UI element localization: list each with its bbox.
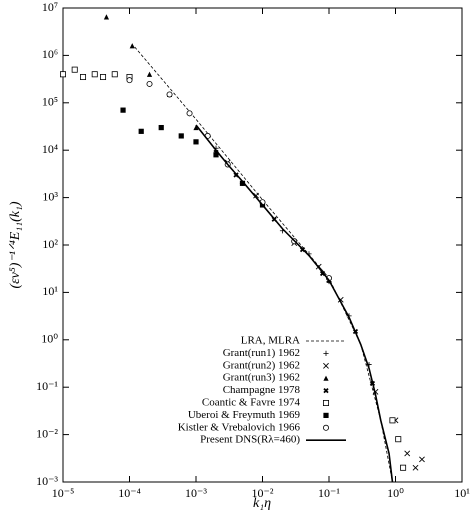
marker-square [322, 399, 329, 406]
y-tick-label: 10⁵ [42, 95, 58, 109]
marker-square [400, 464, 407, 471]
marker-xbold [323, 387, 329, 394]
legend-label: Uberoi & Freymuth 1969 [188, 409, 301, 421]
y-tick-label: 10¹ [42, 284, 58, 298]
marker-triangle [129, 43, 135, 49]
marker-cross [323, 362, 329, 369]
marker-filled-square [120, 107, 126, 113]
y-tick-label: 10⁻² [36, 426, 58, 440]
marker-square [71, 66, 78, 73]
marker-triangle [323, 375, 329, 381]
x-tick-label: 10⁻⁵ [52, 486, 75, 500]
y-axis-label: (εν⁵)⁻¹ᐟ⁴E₁₁(k₁) [8, 201, 23, 288]
marker-filled-square [213, 152, 219, 158]
legend-label: Kistler & Vrebalovich 1966 [178, 421, 301, 433]
marker-triangle [146, 71, 153, 77]
marker-filled-square [158, 124, 164, 131]
marker-filled-square [323, 412, 329, 418]
marker-filled-square [239, 180, 246, 186]
marker-filled-square [193, 139, 199, 145]
marker-square [100, 74, 107, 81]
marker-cross [404, 450, 411, 457]
x-tick-label: 10⁻¹ [318, 486, 340, 500]
marker-plus [323, 350, 329, 356]
y-tick-label: 10⁷ [42, 0, 58, 14]
legend-label: LRA, MLRA [241, 335, 300, 347]
marker-circle [186, 110, 193, 117]
marker-circle [126, 77, 133, 84]
x-tick-label: 10⁻² [252, 486, 274, 500]
marker-filled-square [178, 133, 184, 139]
y-tick-label: 10⁻¹ [36, 379, 58, 393]
y-tick-label: 10⁴ [42, 142, 58, 156]
x-tick-label: 10⁰ [387, 486, 404, 500]
marker-cross [253, 192, 259, 199]
x-tick-label: 10⁻³ [185, 486, 207, 500]
legend-label: Champagne 1978 [223, 384, 301, 396]
dns-line [195, 124, 394, 483]
x-axis-label: k₁η [253, 496, 271, 511]
marker-circle [146, 80, 153, 87]
marker-circle [166, 91, 173, 98]
legend-label: Grant(run1) 1962 [223, 347, 300, 359]
marker-square [91, 71, 98, 78]
marker-triangle [193, 124, 199, 131]
marker-square [60, 71, 67, 78]
marker-square [111, 71, 118, 78]
y-tick-label: 10² [42, 237, 58, 251]
marker-square [395, 436, 402, 443]
y-tick-label: 10⁶ [42, 47, 58, 61]
marker-triangle [103, 14, 110, 20]
x-tick-label: 10¹ [454, 486, 470, 500]
marker-circle [322, 424, 329, 431]
x-tick-label: 10⁻⁴ [118, 486, 141, 500]
marker-filled-square [138, 128, 144, 134]
marker-cross [412, 464, 419, 471]
y-tick-label: 10³ [42, 189, 58, 203]
y-tick-label: 10⁻³ [36, 474, 58, 488]
marker-cross [419, 456, 425, 463]
y-tick-label: 10⁰ [41, 332, 58, 346]
legend-label: Present DNS(Rλ=460) [200, 434, 300, 446]
legend-label: Grant(run2) 1962 [223, 359, 300, 371]
marker-square [389, 417, 396, 424]
marker-square [80, 74, 87, 81]
legend-label: Grant(run3) 1962 [223, 372, 300, 384]
legend-label: Coantic & Favre 1974 [202, 397, 301, 409]
